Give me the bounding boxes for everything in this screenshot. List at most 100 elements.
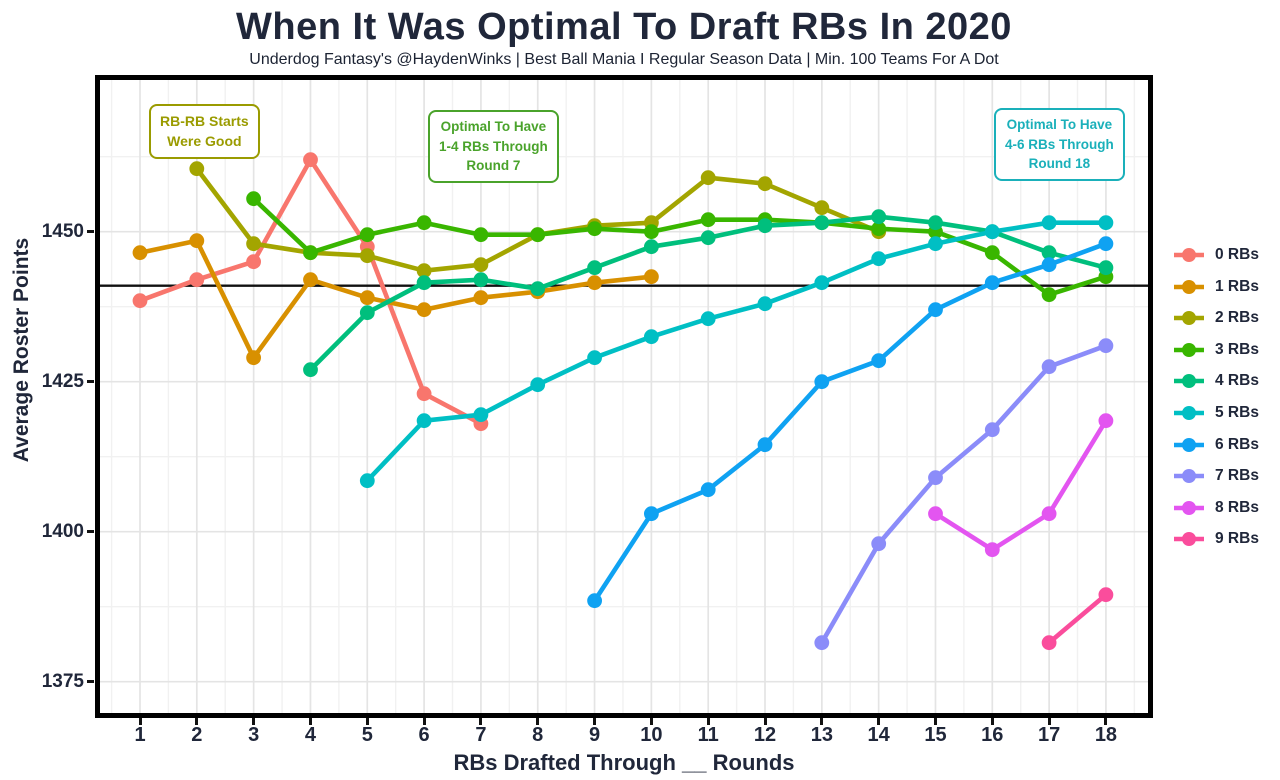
data-point-7-rbs-round-13 <box>814 635 830 651</box>
legend-label-2-rbs: 2 RBs <box>1215 309 1259 327</box>
data-point-4-rbs-round-9 <box>587 260 602 276</box>
series-line-3-rbs <box>252 197 1107 297</box>
data-point-7-rbs-round-17 <box>1041 359 1057 375</box>
data-point-3-rbs-round-3 <box>246 191 261 207</box>
annotation-rb-rb-starts: RB-RB Starts Were Good <box>149 104 260 159</box>
x-tick-mark-9 <box>593 718 597 725</box>
y-tick-mark-1400 <box>87 530 94 534</box>
data-point-4-rbs-round-7 <box>473 272 489 288</box>
x-tick-label-3: 3 <box>248 724 260 746</box>
annotation-optimal-4-6: Optimal To Have 4-6 RBs Through Round 18 <box>994 108 1125 181</box>
annotation-optimal-1-4-line: Optimal To Have <box>440 119 547 134</box>
x-tick-mark-16 <box>990 718 994 725</box>
x-tick-mark-6 <box>422 718 426 725</box>
data-point-2-rbs-round-6 <box>416 263 432 279</box>
y-tick-label-1400: 1400 <box>41 520 84 542</box>
x-tick-mark-1 <box>138 718 142 725</box>
x-tick-mark-12 <box>763 718 767 725</box>
series-line-9-rbs <box>1047 592 1108 645</box>
x-axis-label: RBs Drafted Through __ Rounds <box>453 750 795 775</box>
annotation-optimal-1-4: Optimal To Have 1-4 RBs Through Round 7 <box>428 110 559 183</box>
y-tick-mark-1375 <box>87 680 94 684</box>
data-point-3-rbs-round-17 <box>1041 287 1057 303</box>
data-point-1-rbs-round-5 <box>359 290 375 306</box>
data-point-3-rbs-round-6 <box>416 215 432 231</box>
legend-key-7-rbs <box>1174 469 1204 484</box>
legend-item-5-rbs: 5 RBs <box>1172 404 1259 422</box>
x-tick-label-13: 13 <box>810 724 833 746</box>
x-tick-label-18: 18 <box>1094 724 1118 746</box>
data-point-8-rbs-round-17 <box>1041 506 1057 522</box>
data-point-3-rbs-round-4 <box>303 245 318 261</box>
x-tick-label-4: 4 <box>304 724 317 746</box>
legend-key-3-rbs <box>1174 342 1204 357</box>
legend-key-6-rbs <box>1174 437 1204 452</box>
x-tick-label-9: 9 <box>588 724 601 746</box>
legend-item-1-rbs: 1 RBs <box>1172 278 1259 296</box>
data-point-5-rbs-round-6 <box>416 413 432 429</box>
data-point-4-rbs-round-14 <box>871 209 887 225</box>
legend-item-6-rbs: 6 RBs <box>1172 436 1259 454</box>
data-point-1-rbs-round-7 <box>473 290 489 306</box>
x-tick-mark-3 <box>252 718 256 725</box>
legend-key-4-rbs <box>1174 374 1204 389</box>
data-point-1-rbs-round-10 <box>644 269 659 285</box>
legend-label-6-rbs: 6 RBs <box>1215 435 1259 453</box>
legend-key-1-rbs <box>1174 279 1204 294</box>
annotation-rb-rb-starts-line: Were Good <box>167 133 242 150</box>
x-tick-label-2: 2 <box>191 724 203 746</box>
data-point-5-rbs-round-16 <box>984 224 1000 240</box>
data-point-9-rbs-round-18 <box>1098 587 1114 603</box>
x-tick-label-15: 15 <box>924 724 947 746</box>
legend-label-3-rbs: 3 RBs <box>1215 340 1259 358</box>
data-point-4-rbs-round-5 <box>359 305 375 321</box>
x-tick-label-1: 1 <box>134 724 146 746</box>
data-point-1-rbs-round-4 <box>303 272 318 288</box>
data-point-5-rbs-round-11 <box>700 311 716 327</box>
data-point-5-rbs-round-18 <box>1098 215 1114 231</box>
legend-item-9-rbs: 9 RBs <box>1172 530 1259 548</box>
legend-item-3-rbs: 3 RBs <box>1172 341 1259 359</box>
annotation-optimal-4-6-line: Round 18 <box>1028 156 1091 172</box>
legend-label-1-rbs: 1 RBs <box>1215 277 1259 295</box>
data-point-4-rbs-round-6 <box>416 275 432 291</box>
data-point-8-rbs-round-18 <box>1098 413 1114 429</box>
data-point-7-rbs-round-14 <box>871 536 887 552</box>
data-point-1-rbs-round-9 <box>587 275 602 291</box>
data-point-4-rbs-round-4 <box>303 362 318 378</box>
data-point-3-rbs-round-14 <box>871 221 887 237</box>
y-axis-label: Average Roster Points <box>10 237 33 463</box>
data-point-4-rbs-round-8 <box>530 281 546 297</box>
x-tick-mark-8 <box>536 718 540 725</box>
x-tick-mark-7 <box>479 718 483 725</box>
legend-key-8-rbs <box>1174 500 1204 515</box>
data-point-1-rbs-round-2 <box>189 233 205 249</box>
line-chart-canvas <box>95 75 1153 718</box>
annotation-optimal-4-6-line: 4-6 RBs Through <box>1005 136 1114 152</box>
data-point-1-rbs-round-6 <box>416 302 432 318</box>
y-tick-label-1375: 1375 <box>41 670 84 692</box>
data-point-1-rbs-round-1 <box>132 245 148 261</box>
series-line-1-rbs <box>139 238 652 361</box>
x-tick-mark-18 <box>1104 718 1108 725</box>
y-tick-label-1450: 1450 <box>41 220 84 242</box>
data-point-9-rbs-round-17 <box>1041 635 1057 651</box>
series-line-8-rbs <box>934 419 1108 553</box>
chart-title: When It Was Optimal To Draft RBs In 2020 <box>236 6 1012 48</box>
data-point-3-rbs-round-16 <box>984 245 1000 261</box>
y-tick-mark-1425 <box>87 380 94 384</box>
legend-label-7-rbs: 7 RBs <box>1215 467 1259 485</box>
x-tick-label-7: 7 <box>475 724 487 746</box>
data-point-3-rbs-round-11 <box>700 212 716 228</box>
chart-subtitle: Underdog Fantasy's @HaydenWinks | Best B… <box>249 51 999 68</box>
annotation-rb-rb-starts-line: RB-RB Starts <box>160 113 249 129</box>
annotation-optimal-1-4-line: Round 7 <box>466 158 521 174</box>
data-point-4-rbs-round-10 <box>644 239 659 255</box>
x-tick-mark-13 <box>820 718 824 725</box>
data-point-3-rbs-round-7 <box>473 227 489 243</box>
data-point-5-rbs-round-10 <box>644 329 659 345</box>
data-point-3-rbs-round-8 <box>530 227 546 243</box>
data-point-4-rbs-round-12 <box>757 218 773 234</box>
data-point-3-rbs-round-10 <box>644 224 659 240</box>
